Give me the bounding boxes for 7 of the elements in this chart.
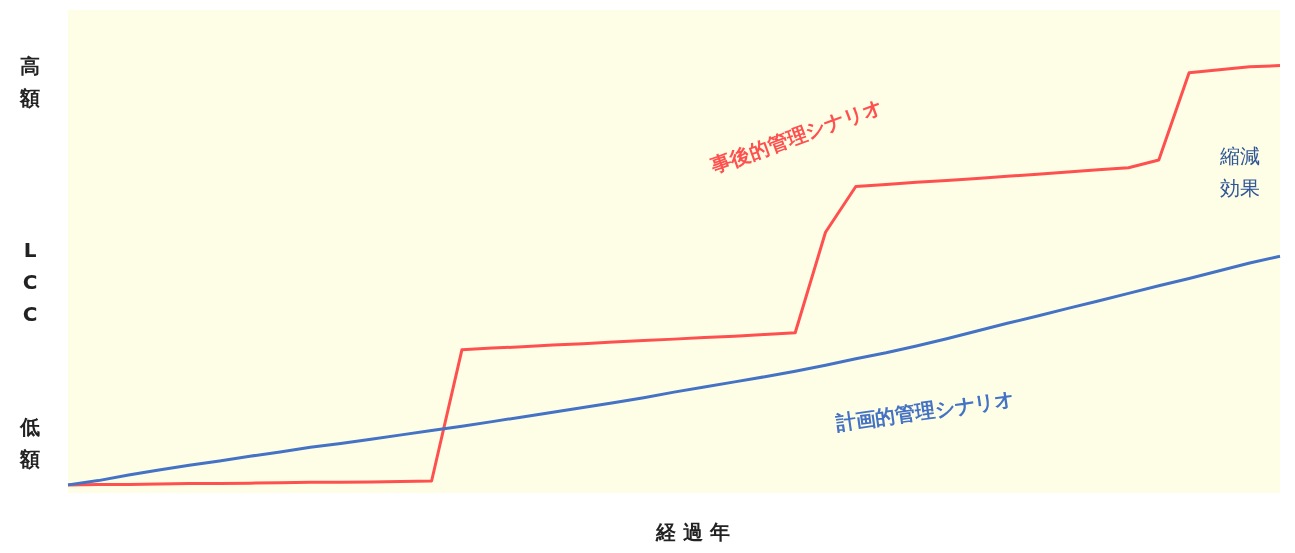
text: 計画的管理シナリオ xyxy=(833,386,1016,436)
text: 事後的管理シナリオ xyxy=(707,94,886,179)
y-axis-title: LCC xyxy=(22,238,38,326)
x-axis-title: 経 過 年 xyxy=(655,520,730,544)
text: 低額 xyxy=(19,415,40,471)
text: 高額 xyxy=(19,54,40,110)
annotation: 縮減効果 xyxy=(1219,144,1260,200)
